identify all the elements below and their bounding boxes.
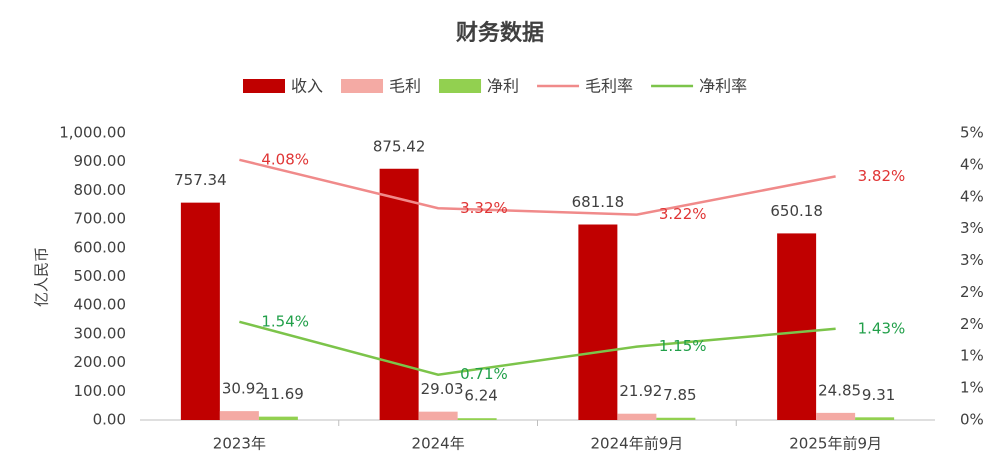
- bar-value-label: 875.42: [373, 137, 426, 155]
- bar: [656, 417, 696, 420]
- y2-tick-label: 2%: [960, 315, 984, 333]
- line: [239, 320, 836, 376]
- legend-label: 净利率: [699, 77, 747, 96]
- x-tick-label: 2024年: [412, 435, 465, 453]
- bar-value-label: 6.24: [464, 387, 497, 405]
- y2-tick-label: 3%: [960, 219, 984, 237]
- bar: [617, 413, 657, 420]
- bar-value-label: 21.92: [619, 382, 662, 400]
- bar: [180, 202, 220, 420]
- bar-value-label: 757.34: [174, 171, 227, 189]
- y2-tick-label: 0%: [960, 411, 984, 429]
- y2-tick-label: 3%: [960, 251, 984, 269]
- bar: [418, 411, 458, 420]
- y-tick-label: 1,000.00: [59, 124, 126, 142]
- y-tick-label: 0.00: [93, 411, 126, 429]
- legend-label: 收入: [291, 77, 323, 96]
- bar-value-label: 681.18: [572, 193, 625, 211]
- legend-swatch: [243, 79, 285, 93]
- line-value-label: 3.82%: [858, 167, 906, 185]
- line-value-label: 0.71%: [460, 365, 508, 383]
- line-value-label: 3.32%: [460, 199, 508, 217]
- y-tick-label: 900.00: [74, 152, 127, 170]
- bar: [457, 418, 497, 420]
- bar-value-label: 24.85: [818, 381, 861, 399]
- legend-label: 毛利: [389, 77, 421, 96]
- legend-label: 净利: [487, 77, 519, 96]
- y-tick-label: 600.00: [74, 238, 127, 256]
- bar: [219, 411, 259, 420]
- line-value-label: 1.15%: [659, 337, 707, 355]
- line-value-label: 1.54%: [261, 312, 309, 330]
- y-tick-label: 400.00: [74, 296, 127, 314]
- y2-tick-label: 1%: [960, 379, 984, 397]
- bar: [379, 168, 419, 420]
- bar-value-label: 9.31: [862, 386, 895, 404]
- bar-value-label: 650.18: [770, 202, 823, 220]
- y2-tick-label: 4%: [960, 187, 984, 205]
- y-axis-title: 亿人民币: [33, 247, 51, 307]
- bar-value-label: 30.92: [222, 380, 265, 398]
- x-tick-label: 2023年: [213, 435, 266, 453]
- line: [239, 158, 836, 216]
- chart-title: 财务数据: [456, 20, 544, 46]
- bar: [816, 412, 856, 420]
- y-tick-label: 800.00: [74, 181, 127, 199]
- y2-tick-label: 1%: [960, 347, 984, 365]
- legend-swatch: [341, 79, 384, 93]
- line-value-label: 4.08%: [261, 150, 309, 168]
- y2-tick-label: 4%: [960, 155, 984, 173]
- bar-value-label: 11.69: [261, 385, 304, 403]
- y-tick-label: 100.00: [74, 382, 127, 400]
- line-value-label: 1.43%: [858, 319, 906, 337]
- y-tick-label: 300.00: [74, 324, 127, 342]
- x-tick-label: 2024年前9月: [591, 435, 684, 453]
- y-tick-label: 500.00: [74, 267, 127, 285]
- y2-tick-label: 2%: [960, 283, 984, 301]
- y-tick-label: 200.00: [74, 353, 127, 371]
- bar-value-label: 7.85: [663, 386, 696, 404]
- bar-value-label: 29.03: [421, 380, 464, 398]
- x-tick-label: 2025年前9月: [789, 435, 882, 453]
- bar: [258, 416, 298, 420]
- legend-label: 毛利率: [585, 77, 633, 96]
- bar: [855, 417, 895, 420]
- legend-swatch: [439, 79, 482, 93]
- y2-tick-label: 5%: [960, 124, 984, 142]
- bar: [578, 224, 618, 420]
- line-value-label: 3.22%: [659, 205, 707, 223]
- bar: [777, 233, 817, 420]
- y-tick-label: 700.00: [74, 210, 127, 228]
